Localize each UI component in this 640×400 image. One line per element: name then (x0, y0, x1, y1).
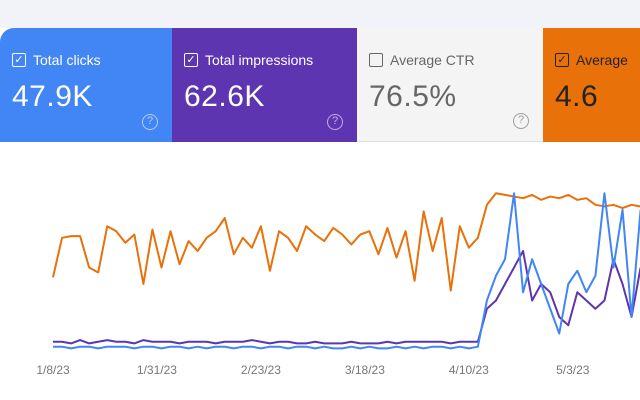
metric-card-average-ctr[interactable]: Average CTR 76.5% ? (357, 28, 543, 142)
card-value: 62.6K (184, 80, 265, 113)
x-tick-label: 1/8/23 (36, 363, 70, 377)
checkbox-checked-icon[interactable]: ✓ (184, 53, 198, 67)
top-bar (0, 0, 640, 28)
series-line-average-position (52, 192, 640, 292)
checkbox-checked-icon[interactable]: ✓ (12, 53, 26, 67)
x-tick-label: 2/23/23 (241, 363, 281, 377)
card-value: 76.5% (369, 80, 457, 113)
metric-card-total-impressions[interactable]: ✓ Total impressions 62.6K ? (172, 28, 357, 142)
checkbox-checked-icon[interactable]: ✓ (555, 53, 569, 67)
series-line-total-impressions (53, 250, 640, 345)
help-icon[interactable]: ? (327, 114, 343, 130)
performance-chart: 1/8/23 1/31/23 2/23/23 3/18/23 4/10/23 5/3/23 (36, 192, 640, 377)
card-label: Average CTR (390, 52, 475, 68)
card-value: 4.6 (555, 80, 599, 113)
metric-card-total-clicks[interactable]: ✓ Total clicks 47.9K ? (0, 28, 172, 142)
checkbox-unchecked-icon[interactable] (369, 53, 383, 67)
series-line-total-clicks (53, 192, 640, 350)
card-label: Total clicks (33, 52, 101, 68)
help-icon[interactable]: ? (142, 114, 158, 130)
card-label: Average (576, 52, 628, 68)
metric-card-average-position[interactable]: ✓ Average 4.6 (543, 28, 640, 142)
card-label: Total impressions (205, 52, 314, 68)
x-tick-label: 3/18/23 (345, 363, 385, 377)
x-tick-label: 1/31/23 (137, 363, 177, 377)
card-value: 47.9K (12, 80, 93, 113)
help-icon[interactable]: ? (513, 113, 529, 129)
x-tick-label: 5/3/23 (556, 363, 590, 377)
x-tick-label: 4/10/23 (449, 363, 489, 377)
